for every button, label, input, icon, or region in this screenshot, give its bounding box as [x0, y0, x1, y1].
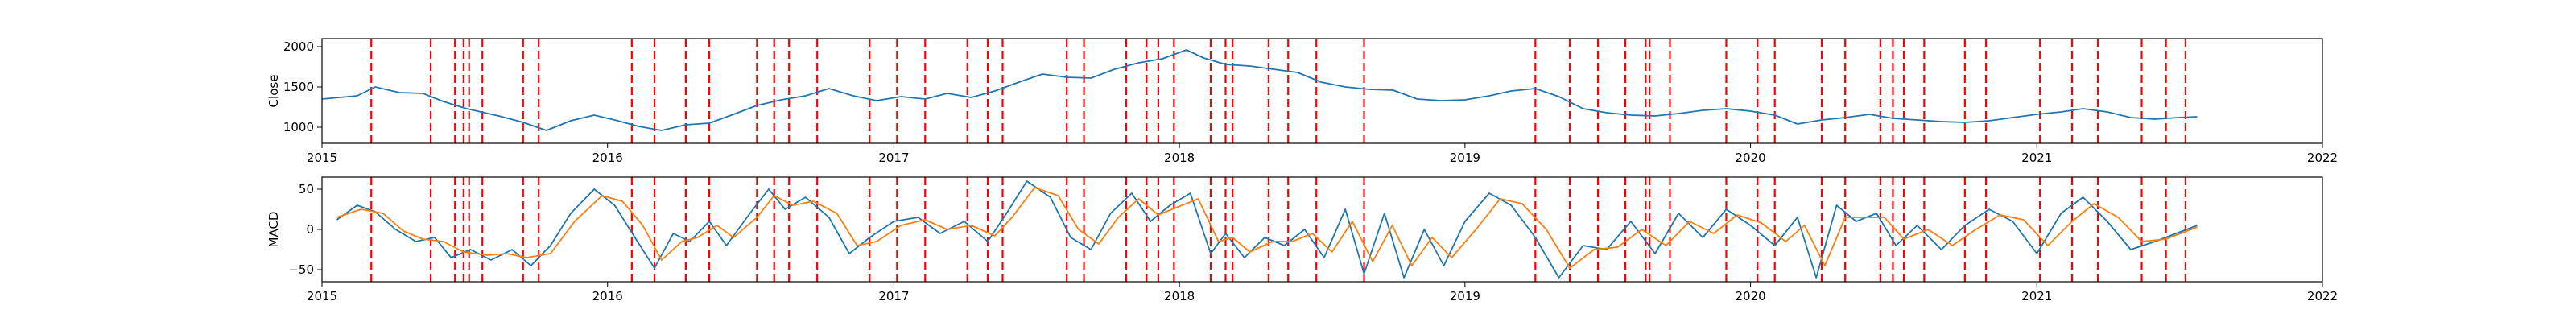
close-x-tick-label: 2021 [2021, 151, 2052, 165]
macd-panel: 2015 2016 2017 2018 2019 2020 2021 2022 −50 0 50 MA… [266, 176, 2338, 303]
close-price-panel: 2015 2016 2017 2018 2019 2020 2021 2022 1000 1500… [266, 38, 2338, 165]
close-x-tick-label: 2020 [1735, 151, 1765, 165]
macd-x-tick-label: 2020 [1735, 289, 1765, 303]
close-y-axis-label: Close [266, 75, 281, 108]
macd-x-tick-label: 2021 [2021, 289, 2052, 303]
macd-x-tick-label: 2017 [878, 289, 909, 303]
macd-x-tick-label: 2022 [2307, 289, 2338, 303]
close-y-tick-label: 2000 [283, 39, 314, 54]
close-x-tick-label: 2019 [1450, 151, 1480, 165]
macd-y-tick-label: −50 [288, 262, 314, 277]
macd-series-line-0 [336, 180, 2198, 279]
close-x-tick-label: 2018 [1164, 151, 1195, 165]
macd-y-tick-label: 0 [306, 222, 314, 237]
close-y-tick-label: 1500 [283, 80, 314, 94]
macd-x-tick-label: 2015 [307, 289, 337, 303]
macd-x-tick-label: 2016 [592, 289, 623, 303]
close-x-tick-label: 2016 [592, 151, 623, 165]
close-y-tick-label: 1000 [283, 120, 314, 134]
macd-x-tick-label: 2019 [1450, 289, 1480, 303]
close-x-tick-label: 2022 [2307, 151, 2338, 165]
macd-series-line-1 [336, 187, 2198, 269]
macd-axes-frame [321, 176, 2323, 283]
close-x-tick-label: 2015 [307, 151, 337, 165]
close-series-line-0 [321, 49, 2198, 131]
close-x-tick-label: 2017 [878, 151, 909, 165]
macd-y-tick-label: 50 [299, 182, 314, 196]
close-axes-frame [321, 38, 2323, 144]
macd-y-axis-label: MACD [266, 212, 281, 248]
macd-x-tick-label: 2018 [1164, 289, 1195, 303]
